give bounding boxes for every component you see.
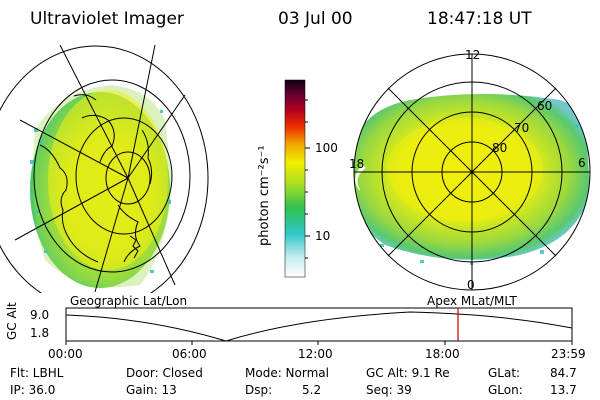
ip-status: IP: 36.0 (10, 383, 56, 397)
dsp-label: Dsp: (245, 383, 273, 397)
geographic-map (0, 44, 209, 293)
lat-label-80: 80 (492, 141, 508, 155)
gain-status: Gain: 13 (126, 383, 177, 397)
mlt-label-6: 6 (578, 156, 586, 170)
polar-grid (353, 53, 591, 291)
lat-label-70: 70 (514, 121, 530, 135)
mlt-label-18: 18 (349, 157, 365, 171)
time-label: 18:47:18 UT (427, 9, 532, 29)
timeline-ylabel: GC Alt (5, 302, 19, 340)
glat-value: 84.7 (550, 366, 577, 380)
gc-alt-status: GC Alt: 9.1 Re (366, 366, 450, 380)
mlt-label-12: 12 (465, 48, 481, 62)
date-label: 03 Jul 00 (278, 9, 353, 29)
timeline-frame (65, 307, 573, 342)
right-panel-caption: Apex MLat/MLT (427, 294, 517, 308)
altitude-curve (65, 311, 573, 342)
glon-label: GLon: (488, 383, 523, 397)
filter-status: Flt: LBHL (10, 366, 64, 380)
colorbar (284, 79, 306, 278)
timeline-ticks (65, 341, 573, 345)
timeline-ytick-min: 1.8 (30, 326, 50, 340)
colorbar-unit-label: photon cm⁻²s⁻¹ (257, 145, 272, 246)
dsp-value: 5.2 (302, 383, 322, 397)
timeline-xtick: 18:00 (425, 347, 460, 361)
mode-status: Mode: Normal (245, 366, 329, 380)
glat-label: GLat: (488, 366, 521, 380)
mlt-label-0: 0 (467, 278, 475, 292)
timeline-ytick-max: 9.0 (30, 308, 50, 322)
seq-status: Seq: 39 (366, 383, 412, 397)
colorbar-tick-100: 100 (315, 141, 338, 155)
instrument-title: Ultraviolet Imager (30, 9, 184, 29)
colorbar-ticks (305, 99, 310, 259)
door-status: Door: Closed (126, 366, 203, 380)
polar-plot (354, 94, 590, 265)
timeline-xtick: 23:59 (551, 347, 586, 361)
glon-value: 13.7 (550, 383, 577, 397)
lat-label-60: 60 (537, 99, 553, 113)
timeline-xtick: 12:00 (298, 347, 333, 361)
left-panel-caption: Geographic Lat/Lon (70, 294, 188, 308)
colorbar-tick-10: 10 (315, 229, 331, 243)
timeline-xtick: 06:00 (172, 347, 207, 361)
timeline-xtick: 00:00 (48, 347, 83, 361)
